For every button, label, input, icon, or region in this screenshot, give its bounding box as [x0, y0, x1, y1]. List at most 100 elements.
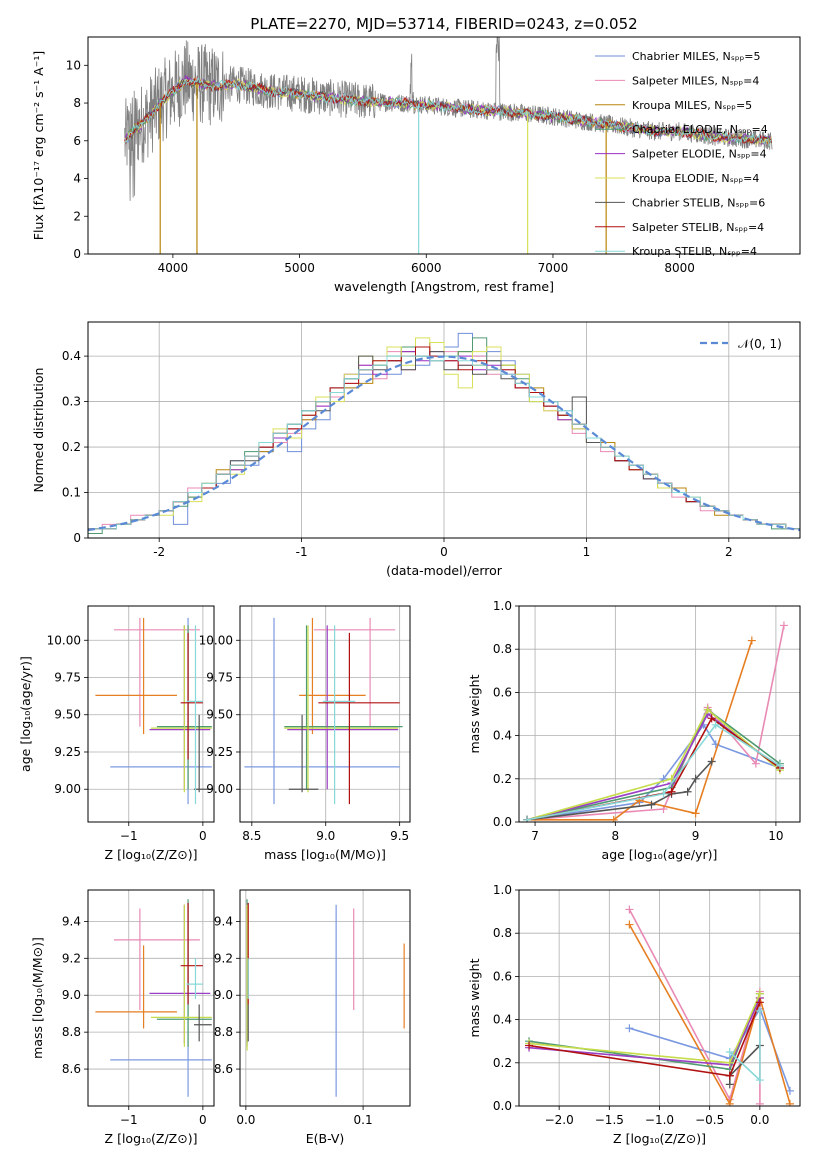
y-tick-label: 9.50	[206, 708, 233, 722]
x-tick-label: −1	[120, 1113, 138, 1127]
y-tick-label: 0.8	[493, 642, 512, 656]
axes-frame	[87, 889, 215, 1107]
weight-point-marker	[707, 714, 716, 723]
x-tick-label: 2	[725, 545, 733, 559]
axes-frame	[87, 36, 801, 255]
weight-point-marker	[785, 1086, 794, 1095]
legend-label: Kroupa STELIB, Nₛₚₚ=4	[632, 245, 757, 258]
y-tick-label: 9.75	[206, 671, 233, 685]
weight-point-marker	[625, 905, 634, 914]
plot-area	[244, 617, 403, 805]
y-tick-label: 10.00	[199, 633, 233, 647]
y-tick-label: 9.2	[214, 951, 233, 965]
legend-label: Kroupa MILES, Nₛₚₚ=5	[632, 99, 752, 112]
weight-point-marker	[755, 989, 764, 998]
weight-point-marker	[525, 1041, 534, 1050]
y-tick-label: 0.6	[493, 685, 512, 699]
z-age-panel: −1 0 9.00 9.25 9.50 9.75 10.00 Z [log₁₀(Z/Z⊙)] a…	[18, 605, 215, 862]
z-mass-panel: −1 0 8.6 8.8 9.0 9.2 9.4 Z [log₁₀(Z/Z⊙)] mass [l…	[30, 889, 215, 1146]
y-tick-label: 9.75	[54, 671, 81, 685]
weight-point-marker	[625, 1024, 634, 1033]
x-tick-label: 0	[199, 829, 207, 843]
x-tick-label: 1	[583, 545, 591, 559]
y-tick-label: 0.6	[493, 969, 512, 983]
y-tick-label: 0.4	[62, 349, 81, 363]
x-axis-label: Z [log₁₀(Z/Z⊙)]	[613, 1131, 706, 1146]
y-tick-label: 0.2	[62, 440, 81, 454]
x-tick-label: 0.0	[750, 1113, 769, 1127]
legend-label: Chabrier MILES, Nₛₚₚ=5	[632, 50, 761, 63]
spectrum-panel: 4000 5000 6000 7000 8000 0 2 4 6 8 10 wavelength [A…	[31, 36, 801, 294]
y-tick-label: 0.0	[493, 815, 512, 829]
x-axis-label: E(B-V)	[306, 1131, 345, 1146]
weight-series-line	[526, 723, 781, 821]
axes-frame	[518, 889, 801, 1107]
model-spectrum-line	[124, 78, 772, 145]
y-tick-label: 0.2	[493, 772, 512, 786]
y-tick-label: 8.6	[214, 1062, 233, 1076]
y-tick-label: 9.0	[62, 988, 81, 1002]
y-tick-label: 0	[73, 531, 81, 545]
x-tick-label: 8.5	[242, 829, 261, 843]
weight-point-marker	[747, 636, 756, 645]
y-axis-label: mass weight	[467, 674, 482, 753]
y-tick-label: 9.00	[54, 782, 81, 796]
y-tick-label: 0	[73, 247, 81, 261]
x-axis-label: wavelength [Angstrom, rest frame]	[334, 279, 554, 294]
figure-title: PLATE=2270, MJD=53714, FIBERID=0243, z=0…	[250, 15, 637, 33]
x-axis-label: mass [log₁₀(M/M⊙)]	[264, 847, 386, 862]
weight-point-marker	[775, 761, 784, 770]
weight-point-marker	[659, 789, 668, 798]
weight-point-marker	[647, 800, 656, 809]
weight-series-line	[528, 993, 761, 1064]
y-tick-label: 8.6	[62, 1062, 81, 1076]
weight-series-line	[526, 723, 781, 821]
weight-point-marker	[609, 815, 618, 822]
y-tick-label: 0.1	[62, 486, 81, 500]
weight-series-line	[628, 909, 761, 1104]
x-axis-label: (data-model)/error	[386, 563, 503, 578]
legend-label: Salpeter ELODIE, Nₛₚₚ=4	[632, 148, 767, 161]
weight-point-marker	[755, 1006, 764, 1015]
y-tick-label: 9.25	[54, 745, 81, 759]
weight-point-marker	[691, 774, 700, 783]
x-tick-label: 7000	[538, 261, 569, 275]
age-weight-panel: 7 8 9 10 0.0 0.2 0.4 0.6 0.8 1.0 age [log₁₀(age/yr…	[467, 599, 801, 862]
weight-point-marker	[625, 920, 634, 929]
axes-frame	[239, 889, 411, 1107]
axes-frame	[87, 321, 801, 539]
y-tick-label: 6	[73, 134, 81, 148]
plot-area	[246, 899, 405, 1097]
residuals-panel: -2 -1 0 1 2 0 0.1 0.2 0.3 0.4 (data-model)/error No…	[31, 321, 801, 578]
normal-curve-line	[88, 355, 800, 532]
y-axis-label: Normed distribution	[31, 368, 46, 493]
weight-point-marker	[691, 809, 700, 818]
x-tick-label: 7	[531, 829, 539, 843]
y-axis-label: mass [log₁₀(M/M⊙)]	[30, 937, 45, 1059]
weight-point-marker	[711, 720, 720, 729]
y-tick-label: 9.25	[206, 745, 233, 759]
x-tick-label: 0	[440, 545, 448, 559]
plot-area	[124, 37, 773, 254]
weight-series-line	[628, 924, 791, 1106]
legend-label: Chabrier STELIB, Nₛₚₚ=6	[632, 196, 765, 209]
x-tick-label: −1.5	[595, 1113, 624, 1127]
y-tick-label: 9.0	[214, 988, 233, 1002]
weight-point-marker	[707, 757, 716, 766]
legend-label: Kroupa ELODIE, Nₛₚₚ=4	[632, 172, 759, 185]
y-tick-label: 9.50	[54, 708, 81, 722]
x-tick-label: −1	[120, 829, 138, 843]
z-weight-panel: −2.0 −1.5 −1.0 −0.5 0.0 0.0 0.2 0.4 0.6 0.8 1.0 Z […	[467, 883, 801, 1146]
model-spectrum-line	[124, 77, 772, 147]
y-tick-label: 0.4	[493, 1013, 512, 1027]
weight-point-marker	[703, 705, 712, 714]
x-tick-label: 9.5	[390, 829, 409, 843]
legend-label: 𝒩(0, 1)	[738, 337, 782, 351]
x-axis-label: age [log₁₀(age/yr)]	[602, 847, 718, 862]
y-tick-label: 9.4	[62, 914, 81, 928]
plot-area	[523, 621, 788, 822]
weight-point-marker	[785, 1099, 794, 1106]
legend-label: Salpeter MILES, Nₛₚₚ=4	[632, 74, 759, 87]
weight-point-marker	[755, 1076, 764, 1085]
